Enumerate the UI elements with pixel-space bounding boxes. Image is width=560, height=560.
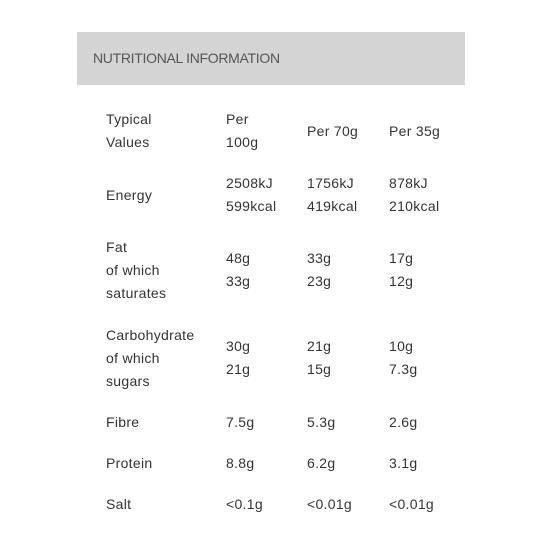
cell-value: 2.6g — [389, 413, 418, 430]
cell-value: Per — [226, 111, 249, 127]
cell-value: 21g — [226, 361, 251, 377]
row-label: Fibre — [106, 413, 140, 430]
row-label: of which — [106, 261, 160, 278]
cell-value: 3.1g — [389, 454, 418, 471]
cell-value: 33g — [307, 250, 332, 266]
cell-value: 17g — [389, 250, 414, 266]
row-label: sugars — [106, 372, 150, 389]
header-bar: NUTRITIONAL INFORMATION — [77, 32, 465, 85]
cell-value: 8.8g — [226, 454, 255, 471]
cell-value: 210kcal — [389, 198, 440, 214]
cell-value: 23g — [307, 273, 332, 289]
cell-value: 6.2g — [307, 454, 336, 471]
title: NUTRITIONAL INFORMATION — [93, 50, 280, 66]
cell-value: Per 70g — [307, 122, 359, 139]
row-label: Energy — [106, 186, 153, 203]
cell-value: 12g — [389, 273, 414, 289]
row-label: Salt — [106, 495, 132, 512]
cell-value: 100g — [226, 134, 259, 150]
cell-value: <0.01g — [389, 495, 435, 512]
cell-value: 21g — [307, 338, 332, 354]
cell-value: 7.3g — [389, 361, 418, 377]
cell-value: Per 35g — [389, 122, 441, 139]
cell-value: 30g — [226, 338, 251, 354]
cell-value: 1756kJ — [307, 175, 354, 191]
row-label: Fat — [106, 238, 128, 255]
row-label: saturates — [106, 284, 167, 301]
cell-value: 599kcal — [226, 198, 277, 214]
cell-value: 48g — [226, 250, 251, 266]
cell-value: 5.3g — [307, 413, 336, 430]
cell-value: 10g — [389, 338, 414, 354]
cell-value: 419kcal — [307, 198, 358, 214]
row-label: Protein — [106, 454, 153, 471]
cell-value: <0.1g — [226, 495, 263, 512]
row-label: Carbohydrate — [106, 326, 195, 343]
cell-value: 7.5g — [226, 413, 255, 430]
row-label: Typical — [106, 111, 152, 127]
row-label: Values — [106, 134, 150, 150]
cell-value: <0.01g — [307, 495, 353, 512]
row-label: of which — [106, 349, 160, 366]
cell-value: 15g — [307, 361, 332, 377]
cell-value: 878kJ — [389, 175, 428, 191]
cell-value: 2508kJ — [226, 175, 273, 191]
cell-value: 33g — [226, 273, 251, 289]
